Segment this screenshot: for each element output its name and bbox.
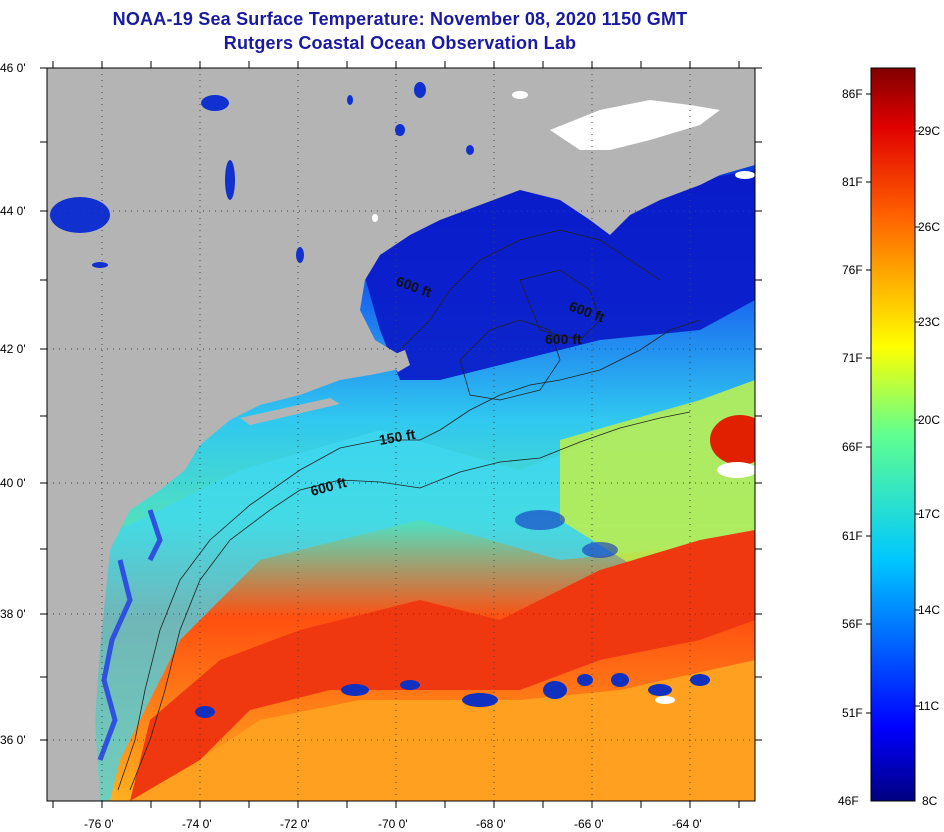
colorbar-c-14: 14C [918,603,941,617]
lat-label-38: 38 0' [0,607,26,621]
colorbar-f-86: 86F [842,87,863,101]
map-subtitle: Rutgers Coastal Ocean Observation Lab [223,33,577,53]
graticule-lines [47,68,755,801]
colorbar [870,67,916,802]
colorbar-c-23: 23C [918,315,941,329]
bathymetry-contours [117,229,701,791]
colorbar-f-66: 66F [842,440,863,454]
colorbar-f-71: 71F [842,351,863,365]
lat-label-36: 36 0' [0,733,26,747]
lon-label-72: -72 0' [280,817,310,831]
lat-label-44: 44 0' [0,204,26,218]
colorbar-c-8: 8C [922,794,938,808]
sst-image [47,68,755,801]
colorbar-f-81: 81F [842,175,863,189]
contour-label-600ft-c: 600 ft [545,331,582,347]
colorbar-f-46: 46F [838,794,859,808]
lon-label-70: -70 0' [378,817,408,831]
colorbar-f-61: 61F [842,529,863,543]
colorbar-f-56: 56F [842,617,863,631]
lon-label-68: -68 0' [476,817,506,831]
lat-label-42: 42 0' [0,342,26,356]
land-mass [47,68,755,801]
colorbar-c-29: 29C [918,124,941,138]
lat-label-46: 46 0' [0,61,26,75]
lon-label-74: -74 0' [182,817,212,831]
contour-label-150ft: 150 ft [378,426,417,448]
lon-label-64: -64 0' [672,817,702,831]
colorbar-c-17: 17C [918,507,941,521]
axis-ticks [40,61,762,808]
colorbar-f-76: 76F [842,263,863,277]
colorbar-c-11: 11C [918,699,940,713]
lon-label-76: -76 0' [84,817,114,831]
lat-label-40: 40 0' [0,476,26,490]
colorbar-c-26: 26C [918,220,941,234]
colorbar-ticks [866,93,920,714]
cloud-mask [372,91,755,704]
colorbar-c-20: 20C [918,413,941,427]
map-title: NOAA-19 Sea Surface Temperature: Novembe… [112,9,688,29]
colorbar-f-51: 51F [842,706,863,720]
lon-label-66: -66 0' [574,817,604,831]
